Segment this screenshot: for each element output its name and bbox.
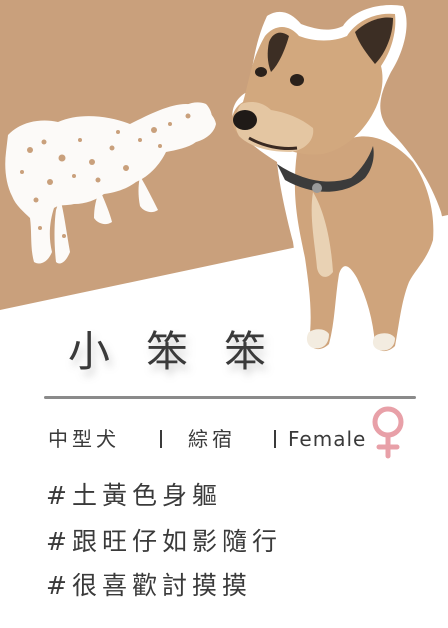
separator-bar xyxy=(160,430,162,448)
female-symbol-icon xyxy=(372,406,404,459)
size-label: 中型犬 xyxy=(48,427,120,451)
attributes-row: 中型犬 綜宿 Female xyxy=(48,424,428,454)
status-label: 綜宿 xyxy=(188,427,236,451)
divider-line xyxy=(44,396,416,399)
dog-name-title: 小笨笨 xyxy=(68,327,303,376)
separator-bar xyxy=(274,430,276,448)
gender-label: Female xyxy=(288,427,367,451)
tag-item: #土黃色身軀 xyxy=(46,481,222,510)
tag-item: #很喜歡討摸摸 xyxy=(46,571,252,600)
tag-item: #跟旺仔如影隨行 xyxy=(46,527,282,556)
dog-photo xyxy=(232,4,445,361)
splatter-holes xyxy=(20,113,191,238)
white-splatter-dog-silhouette xyxy=(5,102,216,264)
